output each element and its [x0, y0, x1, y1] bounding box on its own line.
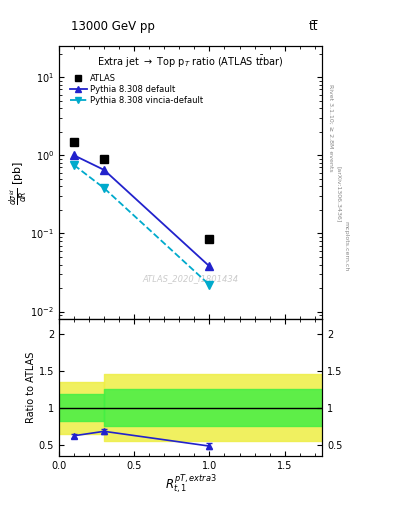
Legend: ATLAS, Pythia 8.308 default, Pythia 8.308 vincia-default: ATLAS, Pythia 8.308 default, Pythia 8.30…: [68, 72, 205, 106]
Line: Pythia 8.308 default: Pythia 8.308 default: [70, 152, 213, 270]
Pythia 8.308 vincia-default: [102, 185, 107, 191]
ATLAS: [72, 138, 76, 144]
Line: ATLAS: ATLAS: [70, 138, 213, 243]
ATLAS: [102, 156, 107, 162]
Text: Rivet 3.1.10; ≥ 2.8M events: Rivet 3.1.10; ≥ 2.8M events: [328, 84, 333, 172]
Pythia 8.308 default: [207, 263, 212, 269]
Text: tt̅: tt̅: [309, 20, 318, 33]
Text: [arXiv:1306.3436]: [arXiv:1306.3436]: [336, 166, 341, 223]
Pythia 8.308 default: [72, 152, 76, 158]
Pythia 8.308 vincia-default: [207, 282, 212, 288]
Text: Extra jet $\rightarrow$ Top p$_T$ ratio (ATLAS t$\bar{t}$bar): Extra jet $\rightarrow$ Top p$_T$ ratio …: [97, 54, 284, 70]
Y-axis label: Ratio to ATLAS: Ratio to ATLAS: [26, 352, 36, 423]
Pythia 8.308 vincia-default: [72, 162, 76, 168]
Line: Pythia 8.308 vincia-default: Pythia 8.308 vincia-default: [70, 161, 213, 289]
Pythia 8.308 default: [102, 167, 107, 173]
Text: 13000 GeV pp: 13000 GeV pp: [71, 20, 154, 33]
Text: mcplots.cern.ch: mcplots.cern.ch: [344, 221, 349, 271]
Text: ATLAS_2020_I1801434: ATLAS_2020_I1801434: [143, 274, 239, 283]
ATLAS: [207, 236, 212, 242]
X-axis label: $R_{t,1}^{pT,extra3}$: $R_{t,1}^{pT,extra3}$: [165, 473, 217, 496]
Y-axis label: $\frac{d\sigma^{id}}{dR}$ [pb]: $\frac{d\sigma^{id}}{dR}$ [pb]: [9, 160, 29, 205]
